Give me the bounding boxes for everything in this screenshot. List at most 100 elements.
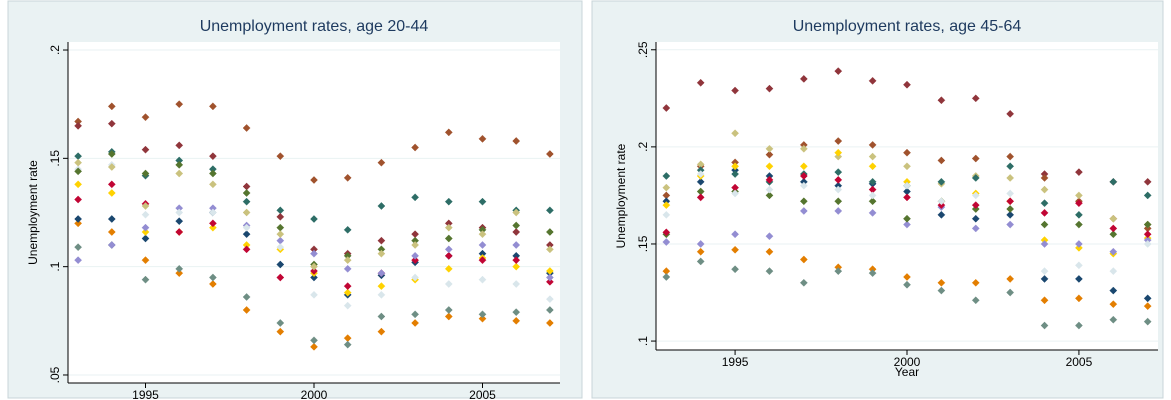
point (1040, 296, 1049, 305)
point (478, 230, 487, 239)
point (971, 201, 980, 210)
point (175, 141, 184, 150)
point (1006, 109, 1015, 118)
point (546, 150, 554, 158)
point (478, 197, 487, 206)
point (765, 144, 774, 153)
point (1075, 220, 1083, 229)
point (377, 158, 386, 167)
point (662, 273, 671, 281)
point (799, 181, 808, 190)
point (765, 175, 774, 184)
point (276, 212, 285, 221)
point (903, 80, 911, 89)
point (971, 214, 980, 223)
point (512, 221, 521, 230)
y-tick-label: .05 (48, 366, 62, 383)
point (1040, 174, 1049, 182)
point (1075, 168, 1083, 176)
x-tick-label: 1995 (722, 355, 749, 369)
point (444, 234, 453, 243)
y-tick-label: .25 (636, 41, 650, 58)
point (175, 228, 184, 236)
point (377, 202, 386, 210)
y-tick-label: .1 (636, 336, 650, 346)
point (175, 100, 184, 109)
point (242, 197, 251, 206)
point (276, 152, 285, 161)
point (834, 175, 843, 184)
point (141, 256, 150, 265)
point (74, 256, 82, 265)
chart-title: Unemployment rates, age 45-64 (793, 18, 1022, 35)
point (765, 150, 774, 159)
point (377, 327, 386, 336)
point (1109, 224, 1118, 233)
point (1040, 275, 1049, 283)
point (478, 275, 487, 284)
point (242, 293, 251, 301)
point (141, 210, 150, 219)
point (512, 228, 521, 236)
point (107, 163, 116, 171)
point (74, 243, 82, 252)
point (444, 245, 453, 254)
point (377, 282, 386, 291)
point (765, 185, 774, 194)
point (834, 207, 843, 215)
point (1075, 294, 1083, 303)
point (546, 245, 554, 254)
point (1006, 162, 1015, 171)
point (696, 193, 705, 202)
point (765, 232, 774, 241)
point (107, 189, 116, 197)
point (971, 174, 980, 182)
point (971, 191, 980, 200)
point (141, 234, 150, 243)
point (662, 238, 671, 246)
point (546, 206, 554, 215)
point (1006, 189, 1015, 198)
point (411, 241, 419, 249)
point (937, 201, 946, 210)
point (74, 167, 82, 176)
point (411, 256, 419, 265)
point (107, 228, 116, 236)
y-tick-label: .2 (636, 142, 650, 152)
point (444, 312, 453, 321)
point (937, 156, 946, 165)
point (1143, 230, 1152, 239)
point (512, 308, 521, 317)
point (765, 162, 774, 171)
point (1006, 210, 1015, 219)
point (868, 209, 877, 217)
point (343, 264, 352, 273)
point (74, 219, 82, 228)
point (74, 121, 82, 130)
point (343, 256, 352, 265)
point (546, 277, 554, 286)
chart-title: Unemployment rates, age 20-44 (200, 18, 429, 35)
point (1109, 230, 1118, 239)
point (209, 102, 217, 111)
point (937, 197, 946, 206)
point (1109, 177, 1118, 186)
point (1109, 286, 1118, 295)
point (868, 177, 877, 186)
point (343, 340, 352, 349)
point (343, 282, 352, 291)
point (903, 193, 911, 202)
point (1075, 321, 1083, 330)
point (377, 312, 386, 321)
point (107, 150, 116, 158)
point (1143, 302, 1152, 310)
point (175, 208, 184, 217)
point (662, 104, 671, 112)
point (242, 230, 251, 239)
point (512, 137, 521, 145)
point (175, 160, 184, 169)
point (444, 197, 453, 206)
point (696, 240, 705, 248)
point (1040, 240, 1049, 248)
point (662, 210, 671, 219)
